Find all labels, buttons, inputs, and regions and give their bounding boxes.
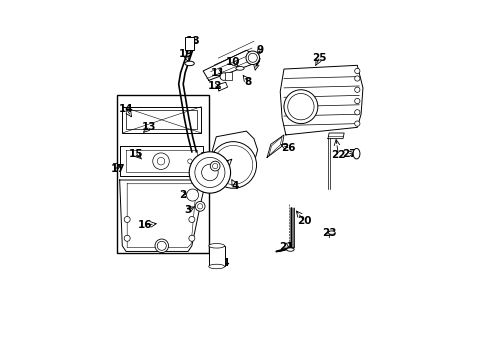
- Circle shape: [201, 164, 218, 181]
- Text: 20: 20: [297, 216, 311, 226]
- Text: 18: 18: [185, 36, 200, 46]
- Bar: [122, 107, 201, 133]
- Ellipse shape: [327, 231, 334, 234]
- Bar: [208, 246, 224, 266]
- Text: 19: 19: [179, 49, 193, 59]
- Bar: [185, 37, 193, 50]
- Text: 27: 27: [341, 149, 356, 159]
- Circle shape: [188, 216, 194, 222]
- Circle shape: [213, 145, 252, 185]
- Circle shape: [354, 121, 359, 126]
- Polygon shape: [120, 146, 203, 176]
- Ellipse shape: [235, 67, 244, 70]
- Text: 6: 6: [207, 152, 215, 162]
- Circle shape: [354, 98, 359, 104]
- Text: 9: 9: [256, 45, 264, 55]
- Circle shape: [187, 159, 192, 163]
- Text: 12: 12: [207, 81, 222, 91]
- Circle shape: [194, 157, 224, 188]
- Circle shape: [195, 202, 204, 211]
- Polygon shape: [217, 82, 227, 91]
- Text: 10: 10: [225, 57, 240, 67]
- Circle shape: [248, 53, 257, 62]
- Polygon shape: [212, 131, 257, 178]
- Text: 1: 1: [200, 152, 207, 162]
- Circle shape: [186, 189, 198, 201]
- Text: 8: 8: [244, 77, 251, 87]
- Text: 7: 7: [252, 58, 260, 68]
- Text: 17: 17: [111, 164, 125, 174]
- Circle shape: [124, 216, 130, 222]
- Text: 25: 25: [312, 53, 326, 63]
- Circle shape: [287, 94, 313, 120]
- Polygon shape: [266, 135, 284, 157]
- Text: 14: 14: [119, 104, 133, 113]
- Circle shape: [152, 153, 169, 170]
- Text: 21: 21: [279, 242, 293, 252]
- Circle shape: [155, 239, 168, 253]
- Ellipse shape: [208, 244, 224, 248]
- Text: 13: 13: [141, 122, 156, 132]
- Circle shape: [210, 161, 220, 171]
- Circle shape: [124, 235, 130, 241]
- FancyBboxPatch shape: [117, 95, 208, 253]
- Text: 26: 26: [281, 143, 296, 153]
- Polygon shape: [120, 180, 206, 251]
- Circle shape: [354, 76, 359, 81]
- Polygon shape: [203, 50, 259, 80]
- Text: 22: 22: [330, 150, 345, 160]
- Bar: [126, 111, 197, 129]
- Text: 24: 24: [214, 258, 229, 268]
- Polygon shape: [280, 65, 362, 135]
- Text: 2: 2: [179, 190, 186, 200]
- Circle shape: [220, 73, 227, 80]
- Circle shape: [354, 110, 359, 115]
- Polygon shape: [327, 133, 344, 139]
- Text: 23: 23: [321, 228, 336, 238]
- Circle shape: [212, 163, 217, 169]
- Ellipse shape: [184, 61, 194, 66]
- Text: 16: 16: [137, 220, 152, 230]
- Circle shape: [188, 235, 194, 241]
- Circle shape: [354, 68, 359, 73]
- Text: 4: 4: [231, 181, 238, 191]
- Circle shape: [197, 204, 203, 209]
- Circle shape: [245, 51, 259, 64]
- Ellipse shape: [286, 248, 294, 251]
- Ellipse shape: [208, 264, 224, 269]
- Circle shape: [188, 191, 196, 199]
- Circle shape: [354, 87, 359, 93]
- Text: 5: 5: [222, 160, 229, 170]
- Bar: [224, 72, 231, 80]
- Circle shape: [209, 141, 256, 188]
- Text: 3: 3: [184, 205, 191, 215]
- Ellipse shape: [352, 148, 359, 159]
- Text: 15: 15: [129, 149, 143, 159]
- Circle shape: [284, 90, 317, 123]
- Circle shape: [157, 241, 166, 250]
- Text: 11: 11: [210, 68, 225, 78]
- Circle shape: [189, 152, 230, 193]
- Circle shape: [157, 157, 164, 165]
